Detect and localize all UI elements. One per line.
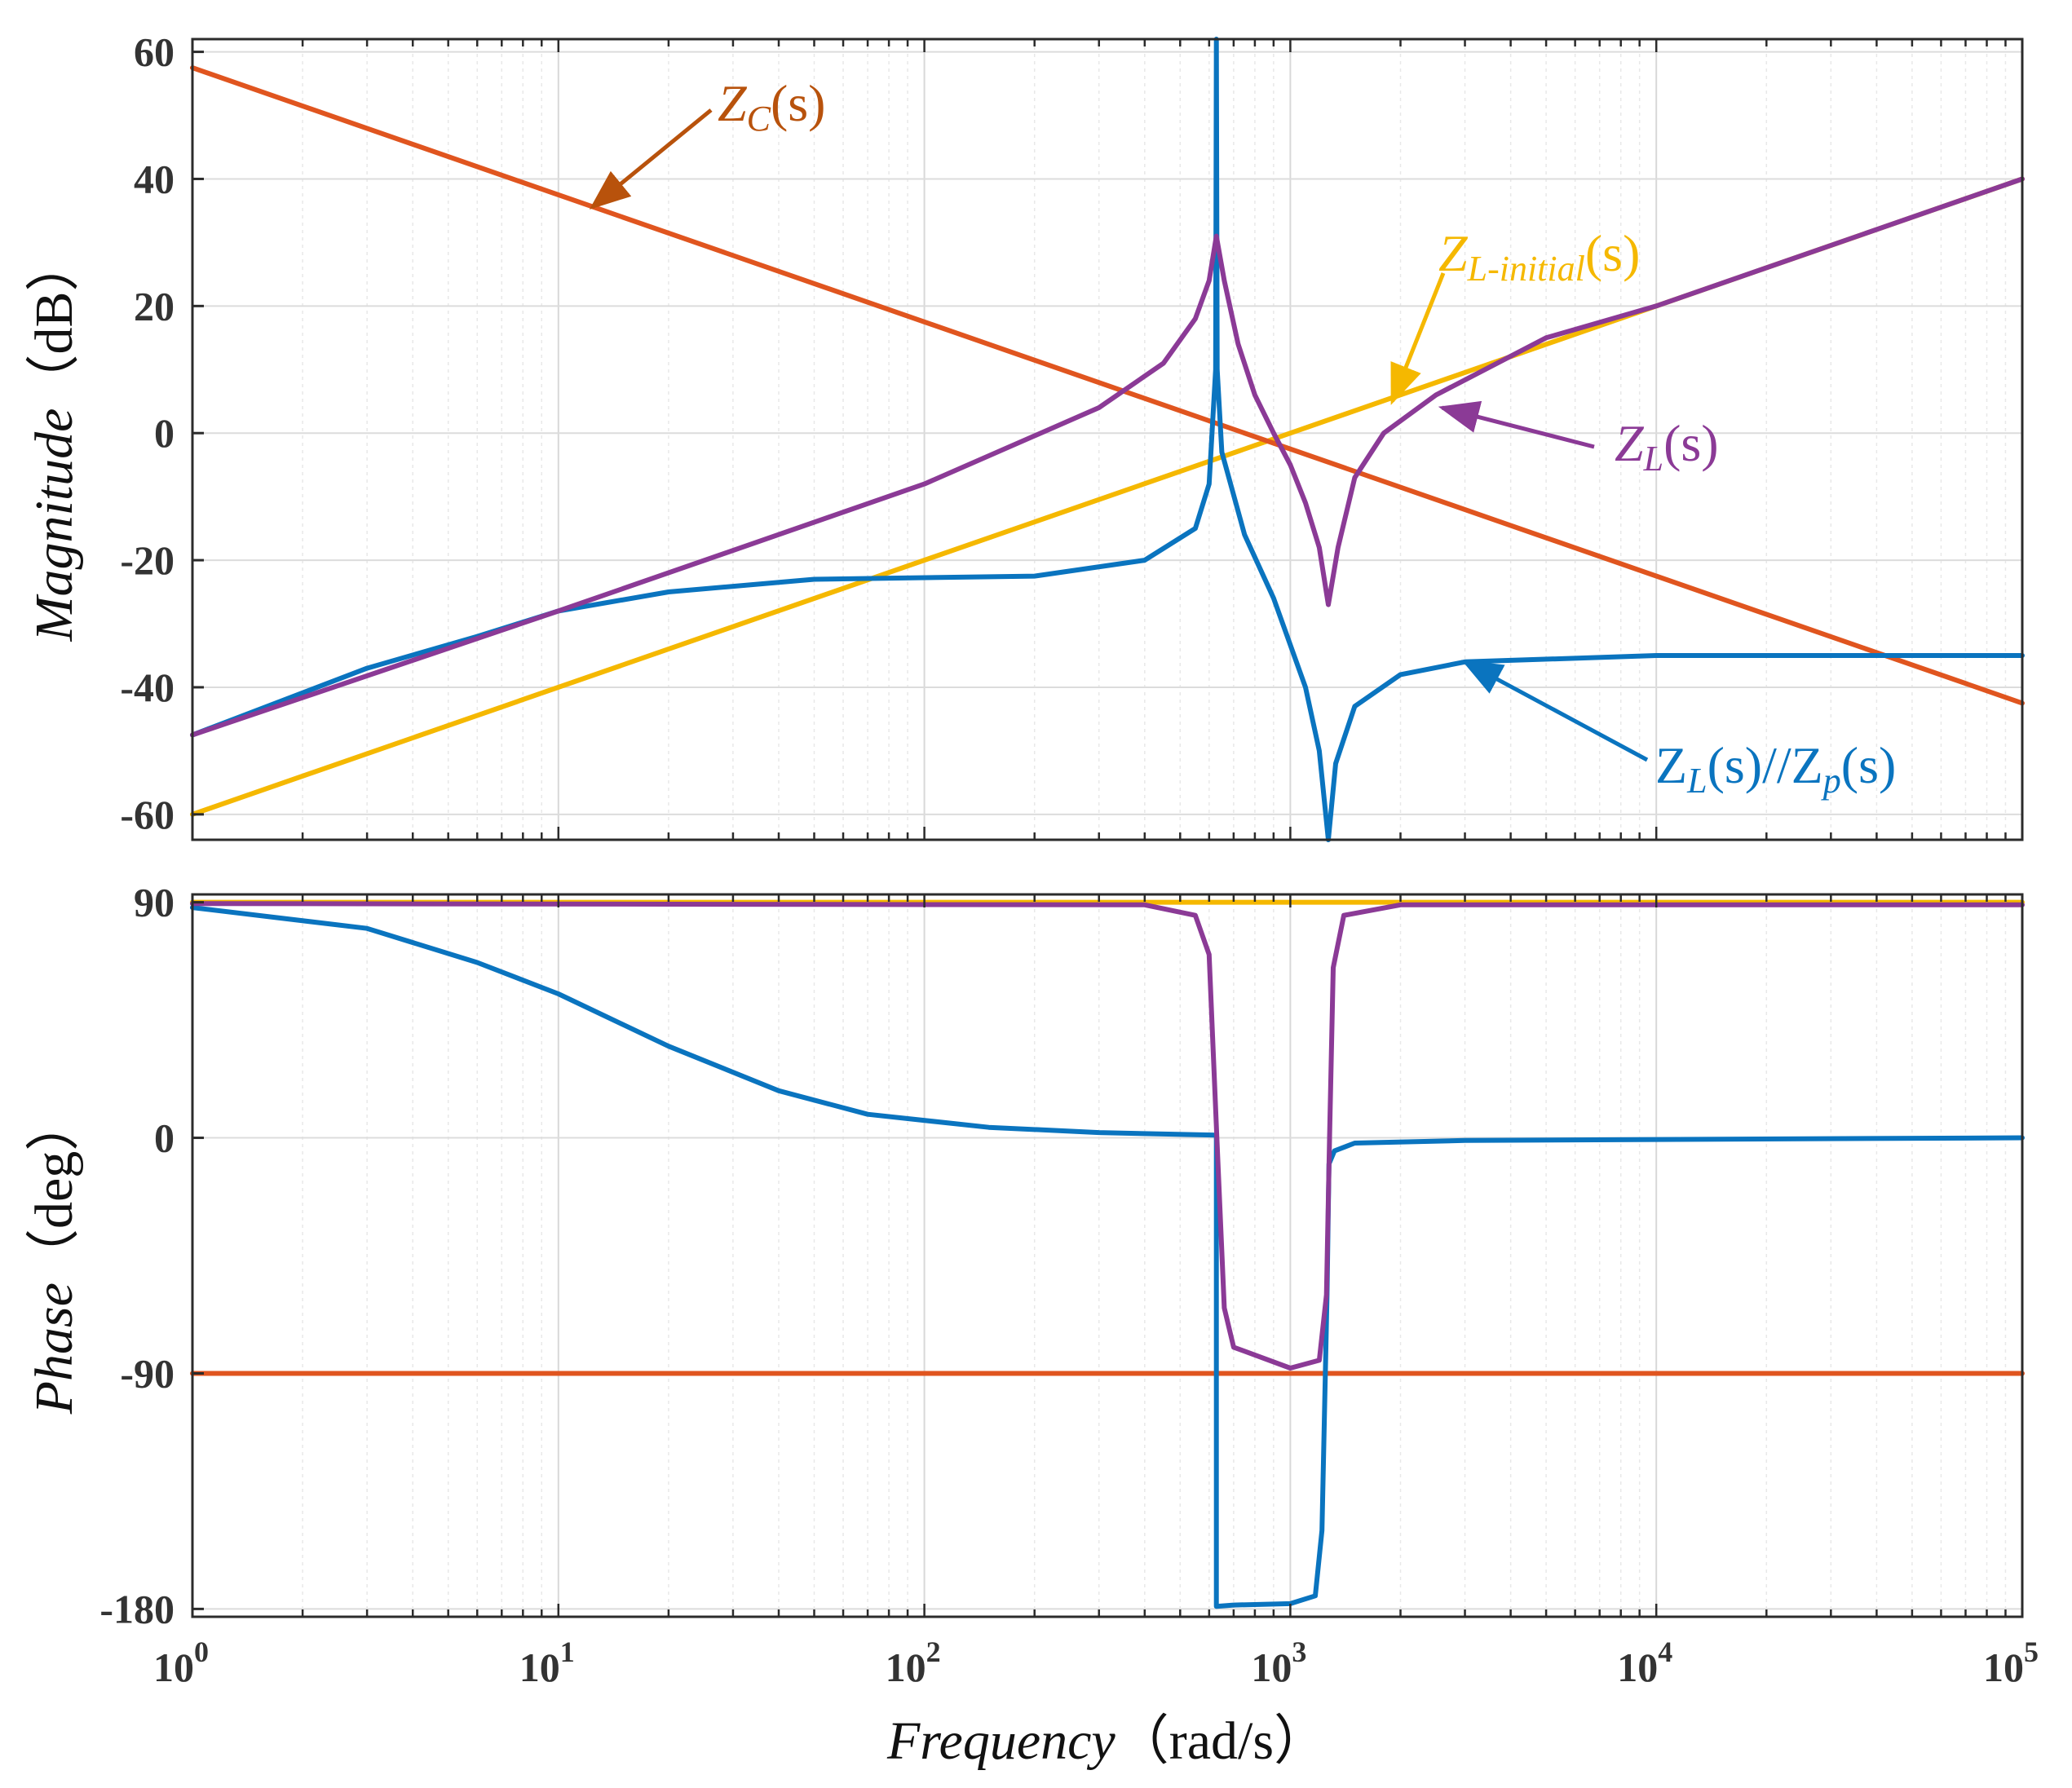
- phase-y-ticks: 90 0 -90 -180: [99, 880, 2007, 1631]
- phase-axis-label-unit: （deg）: [24, 1097, 84, 1283]
- y-tick-label: 40: [134, 156, 175, 201]
- y-tick-label: -20: [120, 537, 175, 583]
- zlp-arrow: [1461, 660, 1649, 762]
- zlp-phase-line: [190, 905, 2025, 1609]
- frequency-axis-label-unit: （rad/s）: [1116, 1711, 1328, 1771]
- y-tick-label: 90: [134, 880, 175, 925]
- zc-arrow: [589, 108, 713, 210]
- magnitude-series: [190, 37, 2025, 842]
- magnitude-y-ticks: 60 40 20 0 -20 -40 -60: [120, 29, 2007, 840]
- phase-series: [190, 899, 2025, 1609]
- x-tick-label: 103: [1251, 1636, 1306, 1690]
- phase-axes-frame: [191, 893, 2024, 1618]
- magnitude-axis-label-unit: （dB）: [24, 238, 84, 408]
- x-tick-label: 100: [153, 1636, 209, 1690]
- magnitude-axis-label: Magnitude（dB）: [24, 238, 84, 642]
- magnitude-axes-frame: [191, 38, 2024, 841]
- frequency-axis-ticks: 100 101 102 103 104 105: [153, 1636, 2039, 1690]
- y-tick-label: 20: [134, 283, 175, 329]
- x-tick-label: 105: [1983, 1636, 2039, 1690]
- annotations: ZC(s) ZL-initial(s) ZL(s) ZL(s)//Zp(s): [589, 74, 1896, 801]
- y-tick-label: -60: [120, 792, 175, 837]
- y-tick-label: -40: [120, 664, 175, 710]
- x-tick-label: 104: [1617, 1636, 1672, 1690]
- zl-magnitude-line: [190, 176, 2025, 738]
- zl-phase-line: [190, 901, 2025, 1371]
- y-tick-label: 60: [134, 29, 175, 75]
- zl-initial-arrow: [1390, 272, 1446, 405]
- zl-arrow: [1438, 400, 1595, 449]
- zl-initial-label: ZL-initial(s): [1438, 224, 1640, 289]
- y-tick-label: 0: [154, 410, 175, 456]
- phase-axis-label-main: Phase: [24, 1283, 84, 1415]
- y-tick-label: -90: [120, 1350, 175, 1396]
- magnitude-panel: 60 40 20 0 -20 -40 -60 Magnitude（dB）: [24, 29, 2025, 842]
- phase-axis-label: Phase（deg）: [24, 1097, 84, 1415]
- zlp-magnitude-line: [190, 37, 2025, 842]
- y-tick-label: 0: [154, 1115, 175, 1161]
- y-tick-label: -180: [99, 1586, 175, 1631]
- magnitude-axis-label-main: Magnitude: [24, 408, 84, 642]
- phase-panel: 90 0 -90 -180 Phase（deg）: [24, 880, 2025, 1631]
- phase-grid: [192, 894, 2022, 1617]
- x-tick-label: 101: [519, 1636, 575, 1690]
- magnitude-grid: [192, 39, 2022, 840]
- zc-label: ZC(s): [718, 74, 825, 139]
- zc-magnitude-line: [190, 65, 2025, 706]
- zl-label: ZL(s): [1615, 414, 1719, 479]
- frequency-axis-label: Frequency（rad/s）: [886, 1711, 1328, 1771]
- zlp-label: ZL(s)//Zp(s): [1655, 736, 1896, 801]
- x-tick-label: 102: [886, 1636, 941, 1690]
- frequency-axis-label-main: Frequency: [886, 1711, 1116, 1771]
